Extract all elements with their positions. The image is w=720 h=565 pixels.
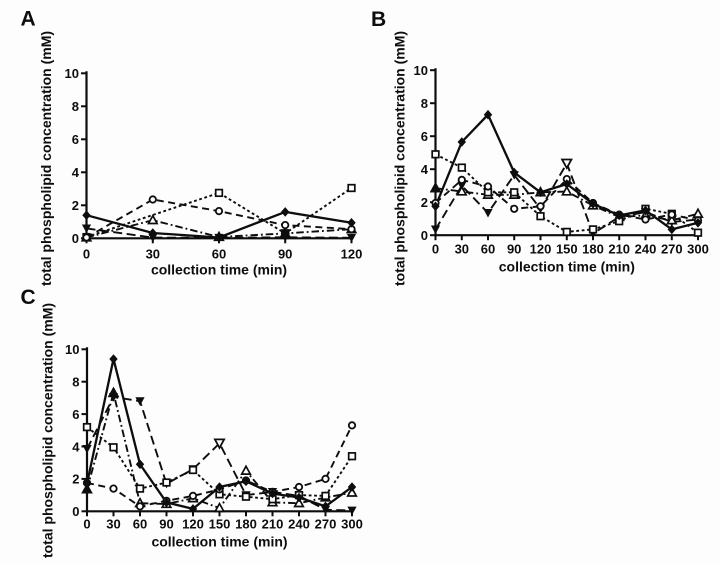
- svg-text:120: 120: [182, 516, 204, 531]
- svg-text:270: 270: [315, 516, 337, 531]
- svg-text:120: 120: [530, 242, 552, 257]
- svg-text:10: 10: [65, 66, 79, 81]
- svg-text:0: 0: [72, 231, 79, 246]
- svg-text:0: 0: [83, 516, 90, 531]
- svg-text:collection time (min): collection time (min): [499, 259, 635, 275]
- svg-text:300: 300: [687, 242, 709, 257]
- svg-text:210: 210: [608, 242, 630, 257]
- svg-text:2: 2: [421, 195, 428, 210]
- svg-text:180: 180: [582, 242, 604, 257]
- svg-text:150: 150: [556, 242, 578, 257]
- svg-text:120: 120: [341, 247, 363, 262]
- svg-text:90: 90: [159, 516, 173, 531]
- svg-text:8: 8: [72, 375, 79, 390]
- svg-text:240: 240: [635, 242, 657, 257]
- svg-text:10: 10: [65, 342, 79, 357]
- svg-text:210: 210: [262, 516, 284, 531]
- svg-text:60: 60: [133, 516, 147, 531]
- svg-text:60: 60: [481, 242, 495, 257]
- svg-text:90: 90: [507, 242, 521, 257]
- svg-text:collection time (min): collection time (min): [151, 534, 287, 550]
- svg-text:270: 270: [661, 242, 683, 257]
- svg-text:6: 6: [72, 132, 79, 147]
- svg-text:C: C: [21, 286, 36, 309]
- svg-text:30: 30: [106, 516, 120, 531]
- svg-text:60: 60: [212, 247, 226, 262]
- svg-text:A: A: [21, 8, 36, 31]
- svg-text:0: 0: [72, 504, 79, 519]
- svg-text:10: 10: [414, 63, 428, 78]
- svg-text:8: 8: [421, 96, 428, 111]
- svg-text:2: 2: [72, 198, 79, 213]
- svg-text:30: 30: [455, 242, 469, 257]
- svg-text:6: 6: [72, 407, 79, 422]
- svg-text:8: 8: [72, 99, 79, 114]
- svg-text:B: B: [371, 8, 386, 31]
- svg-text:30: 30: [146, 247, 160, 262]
- svg-text:total phospholipid concentrati: total phospholipid concentration (mM): [392, 31, 408, 286]
- svg-text:4: 4: [72, 439, 80, 454]
- svg-text:0: 0: [421, 228, 428, 243]
- svg-text:300: 300: [341, 516, 363, 531]
- svg-text:2: 2: [72, 472, 79, 487]
- svg-text:0: 0: [432, 242, 439, 257]
- svg-text:4: 4: [72, 165, 80, 180]
- svg-text:90: 90: [278, 247, 292, 262]
- svg-text:total phospholipid concentrati: total phospholipid concentration (mM): [40, 303, 56, 558]
- svg-text:4: 4: [421, 162, 429, 177]
- svg-text:150: 150: [209, 516, 231, 531]
- svg-text:collection time (min): collection time (min): [151, 262, 287, 278]
- svg-text:total phospholipid concentrati: total phospholipid concentration (mM): [38, 31, 54, 286]
- svg-text:240: 240: [288, 516, 310, 531]
- svg-text:180: 180: [235, 516, 257, 531]
- svg-text:6: 6: [421, 129, 428, 144]
- svg-text:0: 0: [83, 247, 90, 262]
